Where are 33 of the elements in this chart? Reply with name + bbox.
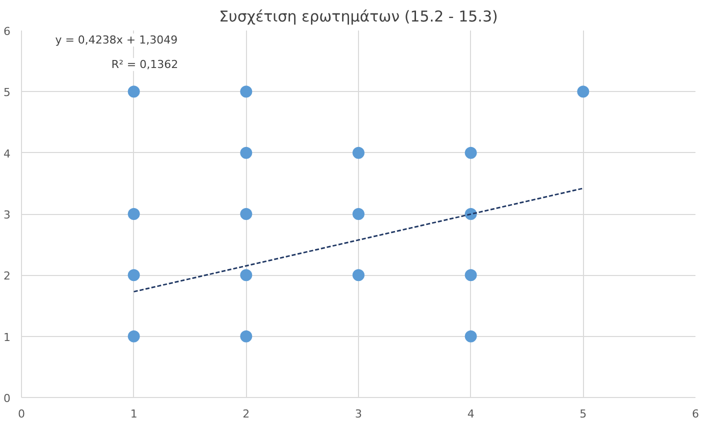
x-tick-label: 4 <box>467 408 474 420</box>
x-tick-label: 5 <box>580 408 587 420</box>
y-tick-label: 0 <box>4 392 10 405</box>
point <box>352 208 364 220</box>
point <box>577 86 590 98</box>
y-tick-label: 6 <box>4 25 10 38</box>
point <box>128 208 140 220</box>
x-tick-label: 1 <box>130 408 138 420</box>
point <box>352 146 364 159</box>
y-tick-label: 4 <box>4 147 10 160</box>
chart-title: Συσχέτιση ερωτημάτων (15.2 - 15.3) <box>219 8 498 26</box>
x-tick-label: 0 <box>18 408 25 420</box>
point <box>464 330 477 342</box>
point <box>240 269 252 282</box>
point <box>128 86 140 98</box>
point <box>240 86 252 98</box>
point <box>240 330 252 342</box>
y-tick-label: 2 <box>4 270 10 283</box>
x-tick-label: 2 <box>242 408 250 420</box>
point <box>240 208 252 220</box>
point <box>352 269 364 282</box>
point <box>240 146 252 159</box>
annotation: y = 0,4238x + 1,3049 <box>55 34 178 47</box>
y-tick-label: 5 <box>4 86 10 100</box>
point <box>128 269 140 282</box>
point <box>464 269 477 282</box>
x-tick-label: 3 <box>355 408 362 420</box>
x-tick-label: 6 <box>692 408 699 420</box>
y-tick-label: 3 <box>4 208 10 222</box>
annotation: R² = 0,1362 <box>111 58 178 72</box>
point <box>128 330 140 342</box>
point <box>464 146 477 159</box>
y-tick-label: 1 <box>4 330 10 344</box>
